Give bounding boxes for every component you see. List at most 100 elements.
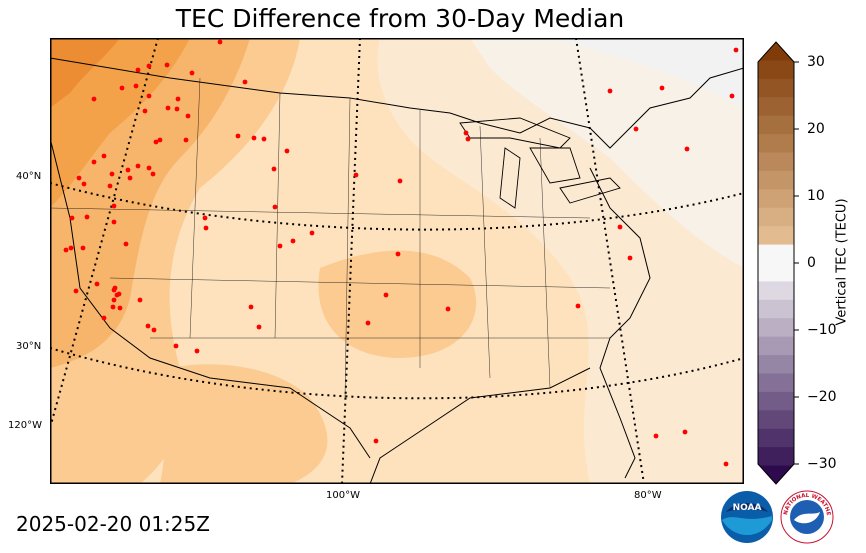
- colorbar-band: [758, 281, 794, 301]
- station-marker: [94, 281, 100, 287]
- colorbar-band: [758, 428, 794, 448]
- station-marker: [684, 146, 690, 152]
- station-marker: [146, 63, 152, 69]
- station-marker: [653, 433, 659, 439]
- colorbar-svg: [757, 41, 799, 485]
- station-marker: [248, 304, 254, 310]
- colorbar-band: [758, 170, 794, 190]
- colorbar-band: [758, 373, 794, 393]
- station-marker: [272, 204, 278, 210]
- lon-label-120w: 120°W: [8, 420, 42, 431]
- station-marker: [107, 183, 113, 189]
- station-marker: [185, 113, 191, 119]
- colorbar-band: [758, 134, 794, 153]
- station-marker: [383, 292, 389, 298]
- colorbar-tick-30: 30: [807, 54, 825, 70]
- lake-huron: [529, 147, 581, 184]
- colorbar-band: [758, 60, 794, 80]
- station-marker: [235, 133, 241, 139]
- station-marker: [353, 172, 359, 178]
- lat-label-30n: 30°N: [16, 341, 42, 352]
- station-marker: [101, 153, 107, 159]
- colorbar-band: [758, 207, 794, 227]
- colorbar-band: [758, 391, 794, 411]
- colorbar-band: [758, 78, 794, 98]
- station-marker: [183, 137, 189, 143]
- station-markers: [63, 39, 739, 467]
- station-marker: [174, 106, 180, 112]
- station-marker: [110, 304, 116, 310]
- colorbar-band: [758, 115, 794, 135]
- station-marker: [150, 171, 156, 177]
- station-marker: [173, 343, 179, 349]
- station-marker: [101, 315, 107, 321]
- colorbar-band: [758, 244, 794, 264]
- station-marker: [84, 214, 90, 220]
- station-marker: [111, 297, 117, 303]
- colorbar-ticks: [794, 61, 799, 465]
- coastline-borders: [50, 57, 744, 484]
- tec-map: [50, 38, 744, 484]
- station-marker: [73, 288, 79, 294]
- map-frame: [50, 38, 744, 484]
- nws-logo: NATIONAL WEATHER SERVICE: [780, 490, 834, 544]
- station-marker: [137, 297, 143, 303]
- station-marker: [133, 83, 139, 89]
- station-marker: [290, 238, 296, 244]
- noaa-logo-text: NOAA: [733, 503, 762, 513]
- station-marker: [111, 203, 117, 209]
- field-near-zero-ne: [470, 38, 744, 268]
- field-nw-4: [50, 38, 120, 108]
- station-marker: [111, 219, 117, 225]
- station-marker: [125, 167, 131, 173]
- colorbar-label: Vertical TEC (TECU): [834, 198, 850, 326]
- station-marker: [242, 79, 248, 85]
- colorbar-band: [758, 318, 794, 338]
- station-marker: [91, 96, 97, 102]
- field-nw-3: [50, 38, 190, 208]
- colorbar-band: [758, 355, 794, 374]
- station-marker: [146, 165, 152, 171]
- station-marker: [723, 461, 729, 467]
- station-marker: [733, 47, 739, 53]
- station-marker: [153, 139, 159, 145]
- station-marker: [117, 305, 123, 311]
- station-marker: [395, 251, 401, 257]
- station-marker: [80, 245, 86, 251]
- station-marker: [114, 292, 120, 298]
- station-marker: [373, 438, 379, 444]
- graticule: [50, 38, 744, 484]
- colorbar-band: [758, 465, 794, 484]
- state-lines: [50, 77, 611, 399]
- station-marker: [164, 62, 170, 68]
- colorbar-band: [758, 447, 794, 467]
- colorbar-tick-0: 0: [807, 255, 816, 271]
- station-marker: [256, 324, 262, 330]
- station-marker: [175, 96, 181, 102]
- station-marker: [271, 166, 277, 172]
- station-marker: [261, 136, 267, 142]
- chart-title: TEC Difference from 30-Day Median: [175, 4, 625, 33]
- field-zero-ne: [550, 38, 744, 108]
- station-marker: [217, 39, 223, 45]
- noaa-logo: NOAA: [721, 491, 773, 543]
- colorbar-band: [758, 226, 794, 246]
- station-marker: [607, 88, 613, 94]
- lon-label-80w: 80°W: [634, 490, 662, 501]
- station-marker: [81, 181, 87, 187]
- station-marker: [109, 171, 115, 177]
- colorbar-band: [758, 336, 794, 356]
- station-marker: [617, 224, 623, 230]
- station-marker: [91, 159, 97, 165]
- station-marker: [63, 247, 69, 253]
- station-marker: [627, 255, 633, 261]
- colorbar-band: [758, 97, 794, 117]
- station-marker: [277, 243, 283, 249]
- station-marker: [68, 245, 74, 251]
- colorbar-tick-minus30: −30: [807, 456, 837, 472]
- colorbar-band: [758, 299, 794, 319]
- station-marker: [682, 429, 688, 435]
- colorbar: [756, 40, 866, 486]
- colorbar-tick-10: 10: [807, 188, 825, 204]
- station-marker: [251, 135, 257, 141]
